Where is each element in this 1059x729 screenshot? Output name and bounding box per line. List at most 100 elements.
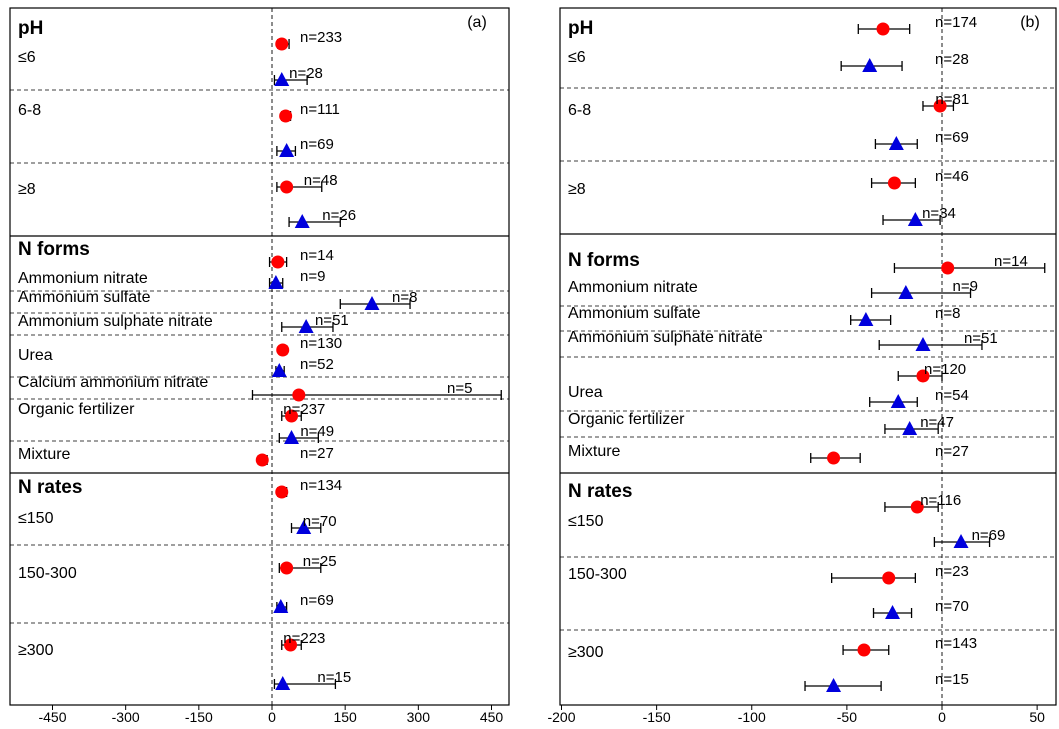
sample-size-label: n=25: [303, 553, 337, 570]
x-tick-label: 50: [1029, 709, 1045, 725]
sample-size-label: n=48: [304, 172, 338, 189]
subgroup-label: Mixture: [18, 446, 71, 463]
triangle-point: [862, 58, 878, 72]
sample-size-label: n=14: [994, 253, 1028, 270]
circle-point: [887, 176, 901, 190]
triangle-point: [885, 605, 901, 619]
subgroup-label: ≥300: [568, 644, 604, 661]
triangle-point: [273, 599, 289, 613]
x-tick-label: -50: [837, 709, 857, 725]
subgroup-label: Ammonium sulphate nitrate: [568, 329, 763, 346]
group-title: pH: [18, 18, 43, 39]
subgroup-label: ≥8: [18, 181, 36, 198]
subgroup-label: Ammonium sulphate nitrate: [18, 313, 213, 330]
triangle-point: [298, 319, 314, 333]
sample-size-label: n=27: [935, 443, 969, 460]
subgroup-label: Ammonium sulfate: [568, 305, 701, 322]
x-tick-label: -100: [738, 709, 766, 725]
triangle-point: [364, 296, 380, 310]
x-tick-label: -150: [643, 709, 671, 725]
triangle-point: [294, 214, 310, 228]
sample-size-label: n=26: [322, 207, 356, 224]
triangle-point: [888, 136, 904, 150]
sample-size-label: n=9: [953, 278, 978, 295]
plot-frame: [559, 7, 1057, 706]
sample-size-label: n=28: [289, 65, 323, 82]
triangle-point: [858, 312, 874, 326]
triangle-point: [296, 520, 312, 534]
x-tick-label: 300: [407, 709, 431, 725]
sample-size-label: n=9: [300, 268, 325, 285]
sample-size-label: n=70: [935, 598, 969, 615]
subgroup-label: 150-300: [568, 566, 627, 583]
sample-size-label: n=69: [935, 129, 969, 146]
sample-size-label: n=233: [300, 29, 342, 46]
group-title: pH: [568, 18, 593, 39]
triangle-point: [826, 678, 842, 692]
circle-point: [916, 369, 930, 383]
subgroup-label: ≤6: [18, 49, 36, 66]
sample-size-label: n=143: [935, 635, 977, 652]
sample-size-label: n=81: [935, 91, 969, 108]
subgroup-label: Organic fertilizer: [568, 411, 685, 428]
subgroup-label: Ammonium sulfate: [18, 289, 151, 306]
sample-size-label: n=130: [300, 335, 342, 352]
triangle-point: [953, 534, 969, 548]
x-tick-label: -450: [38, 709, 66, 725]
x-tick-label: 150: [333, 709, 357, 725]
sample-size-label: n=23: [935, 563, 969, 580]
sample-size-label: n=70: [303, 513, 337, 530]
sample-size-label: n=69: [300, 592, 334, 609]
subgroup-label: ≤6: [568, 49, 586, 66]
panel-label: (a): [467, 14, 487, 31]
triangle-point: [898, 285, 914, 299]
subgroup-label: Organic fertilizer: [18, 401, 135, 418]
x-tick-label: -200: [547, 709, 575, 725]
panel-b: (b) -200 -150 -100 -50 0 50 pH ≤6 n=174 n=28 6-8 n=8…: [547, 7, 1057, 725]
circle-point: [279, 109, 293, 123]
circle-point: [280, 180, 294, 194]
triangle-point: [890, 394, 906, 408]
triangle-point: [907, 212, 923, 226]
x-tick-label: -300: [112, 709, 140, 725]
subgroup-label: 150-300: [18, 565, 77, 582]
sample-size-label: n=15: [317, 669, 351, 686]
circle-point: [271, 255, 285, 269]
sample-size-label: n=47: [920, 414, 954, 431]
circle-point: [933, 99, 947, 113]
circle-point: [284, 638, 298, 652]
circle-point: [276, 343, 290, 357]
sample-size-label: n=54: [935, 387, 969, 404]
sample-size-label: n=223: [283, 630, 325, 647]
sample-size-label: n=34: [922, 205, 956, 222]
subgroup-label: Mixture: [568, 443, 621, 460]
circle-point: [882, 571, 896, 585]
circle-point: [275, 485, 289, 499]
triangle-point: [275, 676, 291, 690]
sample-size-label: n=116: [920, 492, 961, 509]
subgroup-label: ≥8: [568, 181, 586, 198]
x-tick-label: 0: [938, 709, 946, 725]
subgroup-label: 6-8: [568, 102, 591, 119]
circle-point: [827, 451, 841, 465]
triangle-point: [274, 72, 290, 86]
subgroup-label: ≥300: [18, 642, 54, 659]
sample-size-label: n=8: [935, 305, 960, 322]
triangle-point: [271, 363, 287, 377]
triangle-point: [902, 421, 918, 435]
triangle-point: [284, 430, 300, 444]
sample-size-label: n=51: [964, 330, 998, 347]
circle-point: [255, 453, 269, 467]
x-tick-label: 450: [480, 709, 504, 725]
sample-size-label: n=28: [935, 51, 969, 68]
triangle-point: [279, 143, 295, 157]
sample-size-label: n=49: [300, 423, 334, 440]
plot-frame: [9, 7, 510, 706]
sample-size-label: n=46: [935, 168, 969, 185]
circle-point: [285, 409, 299, 423]
subgroup-label: ≤150: [18, 510, 54, 527]
sample-size-label: n=51: [315, 312, 349, 329]
triangle-point: [915, 337, 931, 351]
